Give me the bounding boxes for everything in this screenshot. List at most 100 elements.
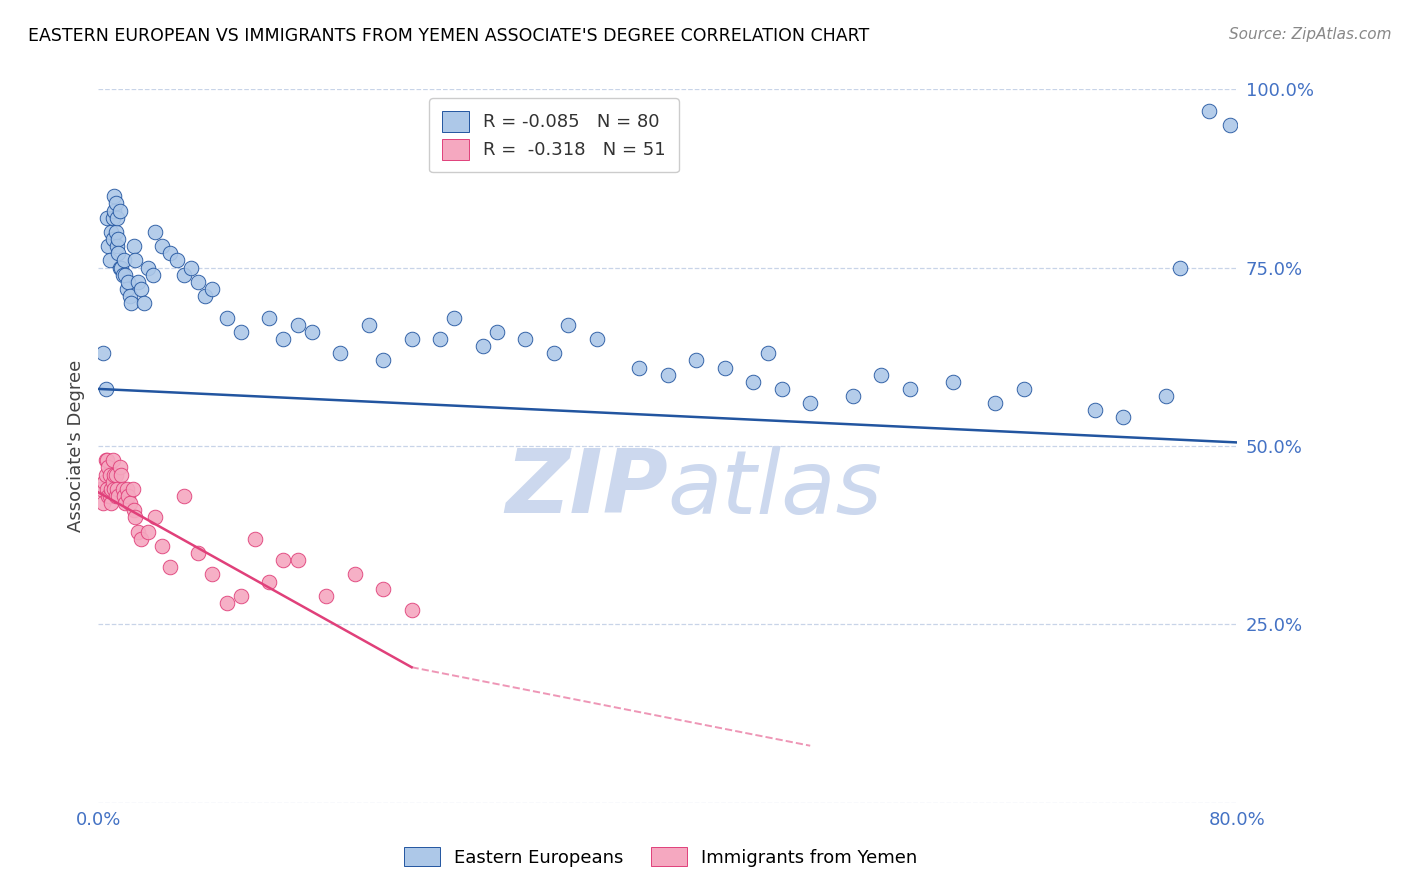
Point: [1198, 103, 1220, 118]
Point: [94, 453, 117, 467]
Text: atlas: atlas: [668, 446, 883, 532]
Point: [141, 268, 163, 282]
Point: [108, 203, 131, 218]
Text: ZIP: ZIP: [505, 445, 668, 533]
Point: [110, 260, 132, 275]
Point: [122, 239, 145, 253]
Point: [104, 196, 127, 211]
Point: [799, 396, 821, 410]
Legend: R = -0.085   N = 80, R =  -0.318   N = 51: R = -0.085 N = 80, R = -0.318 N = 51: [429, 98, 679, 172]
Text: Source: ZipAtlas.com: Source: ZipAtlas.com: [1229, 27, 1392, 42]
Point: [628, 360, 651, 375]
Point: [105, 211, 128, 225]
Point: [104, 467, 127, 482]
Point: [401, 603, 423, 617]
Point: [187, 275, 209, 289]
Legend: Eastern Europeans, Immigrants from Yemen: Eastern Europeans, Immigrants from Yemen: [396, 840, 925, 874]
Point: [152, 539, 174, 553]
Point: [343, 567, 366, 582]
Point: [107, 232, 129, 246]
Point: [103, 189, 125, 203]
Point: [315, 589, 337, 603]
Point: [93, 475, 115, 489]
Point: [1084, 403, 1107, 417]
Point: [942, 375, 965, 389]
Point: [180, 260, 202, 275]
Point: [127, 275, 149, 289]
Point: [96, 211, 118, 225]
Point: [1112, 410, 1135, 425]
Point: [742, 375, 765, 389]
Point: [486, 325, 509, 339]
Point: [984, 396, 1007, 410]
Point: [104, 489, 127, 503]
Point: [173, 489, 195, 503]
Point: [870, 368, 893, 382]
Point: [1154, 389, 1177, 403]
Point: [103, 482, 125, 496]
Point: [115, 282, 138, 296]
Point: [101, 475, 124, 489]
Point: [173, 268, 195, 282]
Point: [136, 524, 159, 539]
Point: [111, 268, 134, 282]
Point: [714, 360, 737, 375]
Point: [112, 489, 135, 503]
Point: [94, 382, 117, 396]
Point: [443, 310, 465, 325]
Point: [98, 253, 121, 268]
Point: [114, 496, 136, 510]
Point: [429, 332, 451, 346]
Point: [100, 225, 122, 239]
Point: [117, 489, 139, 503]
Point: [115, 482, 138, 496]
Point: [105, 482, 128, 496]
Point: [118, 289, 141, 303]
Point: [91, 496, 114, 510]
Point: [112, 253, 135, 268]
Point: [124, 510, 146, 524]
Point: [471, 339, 494, 353]
Point: [98, 489, 121, 503]
Point: [159, 560, 181, 574]
Point: [543, 346, 565, 360]
Point: [108, 260, 131, 275]
Point: [159, 246, 181, 260]
Point: [96, 453, 118, 467]
Point: [201, 282, 224, 296]
Point: [756, 346, 779, 360]
Point: [243, 532, 266, 546]
Point: [273, 553, 295, 567]
Point: [103, 203, 125, 218]
Point: [1170, 260, 1192, 275]
Point: [129, 282, 152, 296]
Point: [685, 353, 707, 368]
Point: [1219, 118, 1241, 132]
Point: [110, 467, 132, 482]
Point: [371, 582, 394, 596]
Point: [515, 332, 537, 346]
Point: [118, 496, 141, 510]
Point: [371, 353, 394, 368]
Point: [132, 296, 155, 310]
Point: [100, 496, 122, 510]
Point: [121, 482, 143, 496]
Text: EASTERN EUROPEAN VS IMMIGRANTS FROM YEMEN ASSOCIATE'S DEGREE CORRELATION CHART: EASTERN EUROPEAN VS IMMIGRANTS FROM YEME…: [28, 27, 869, 45]
Point: [107, 246, 129, 260]
Point: [657, 368, 679, 382]
Y-axis label: Associate's Degree: Associate's Degree: [66, 359, 84, 533]
Point: [120, 296, 142, 310]
Point: [111, 482, 134, 496]
Point: [108, 460, 131, 475]
Point: [91, 346, 114, 360]
Point: [259, 310, 281, 325]
Point: [401, 332, 423, 346]
Point: [152, 239, 174, 253]
Point: [114, 268, 136, 282]
Point: [201, 567, 224, 582]
Point: [101, 232, 124, 246]
Point: [287, 553, 309, 567]
Point: [124, 253, 146, 268]
Point: [100, 482, 122, 496]
Point: [273, 332, 295, 346]
